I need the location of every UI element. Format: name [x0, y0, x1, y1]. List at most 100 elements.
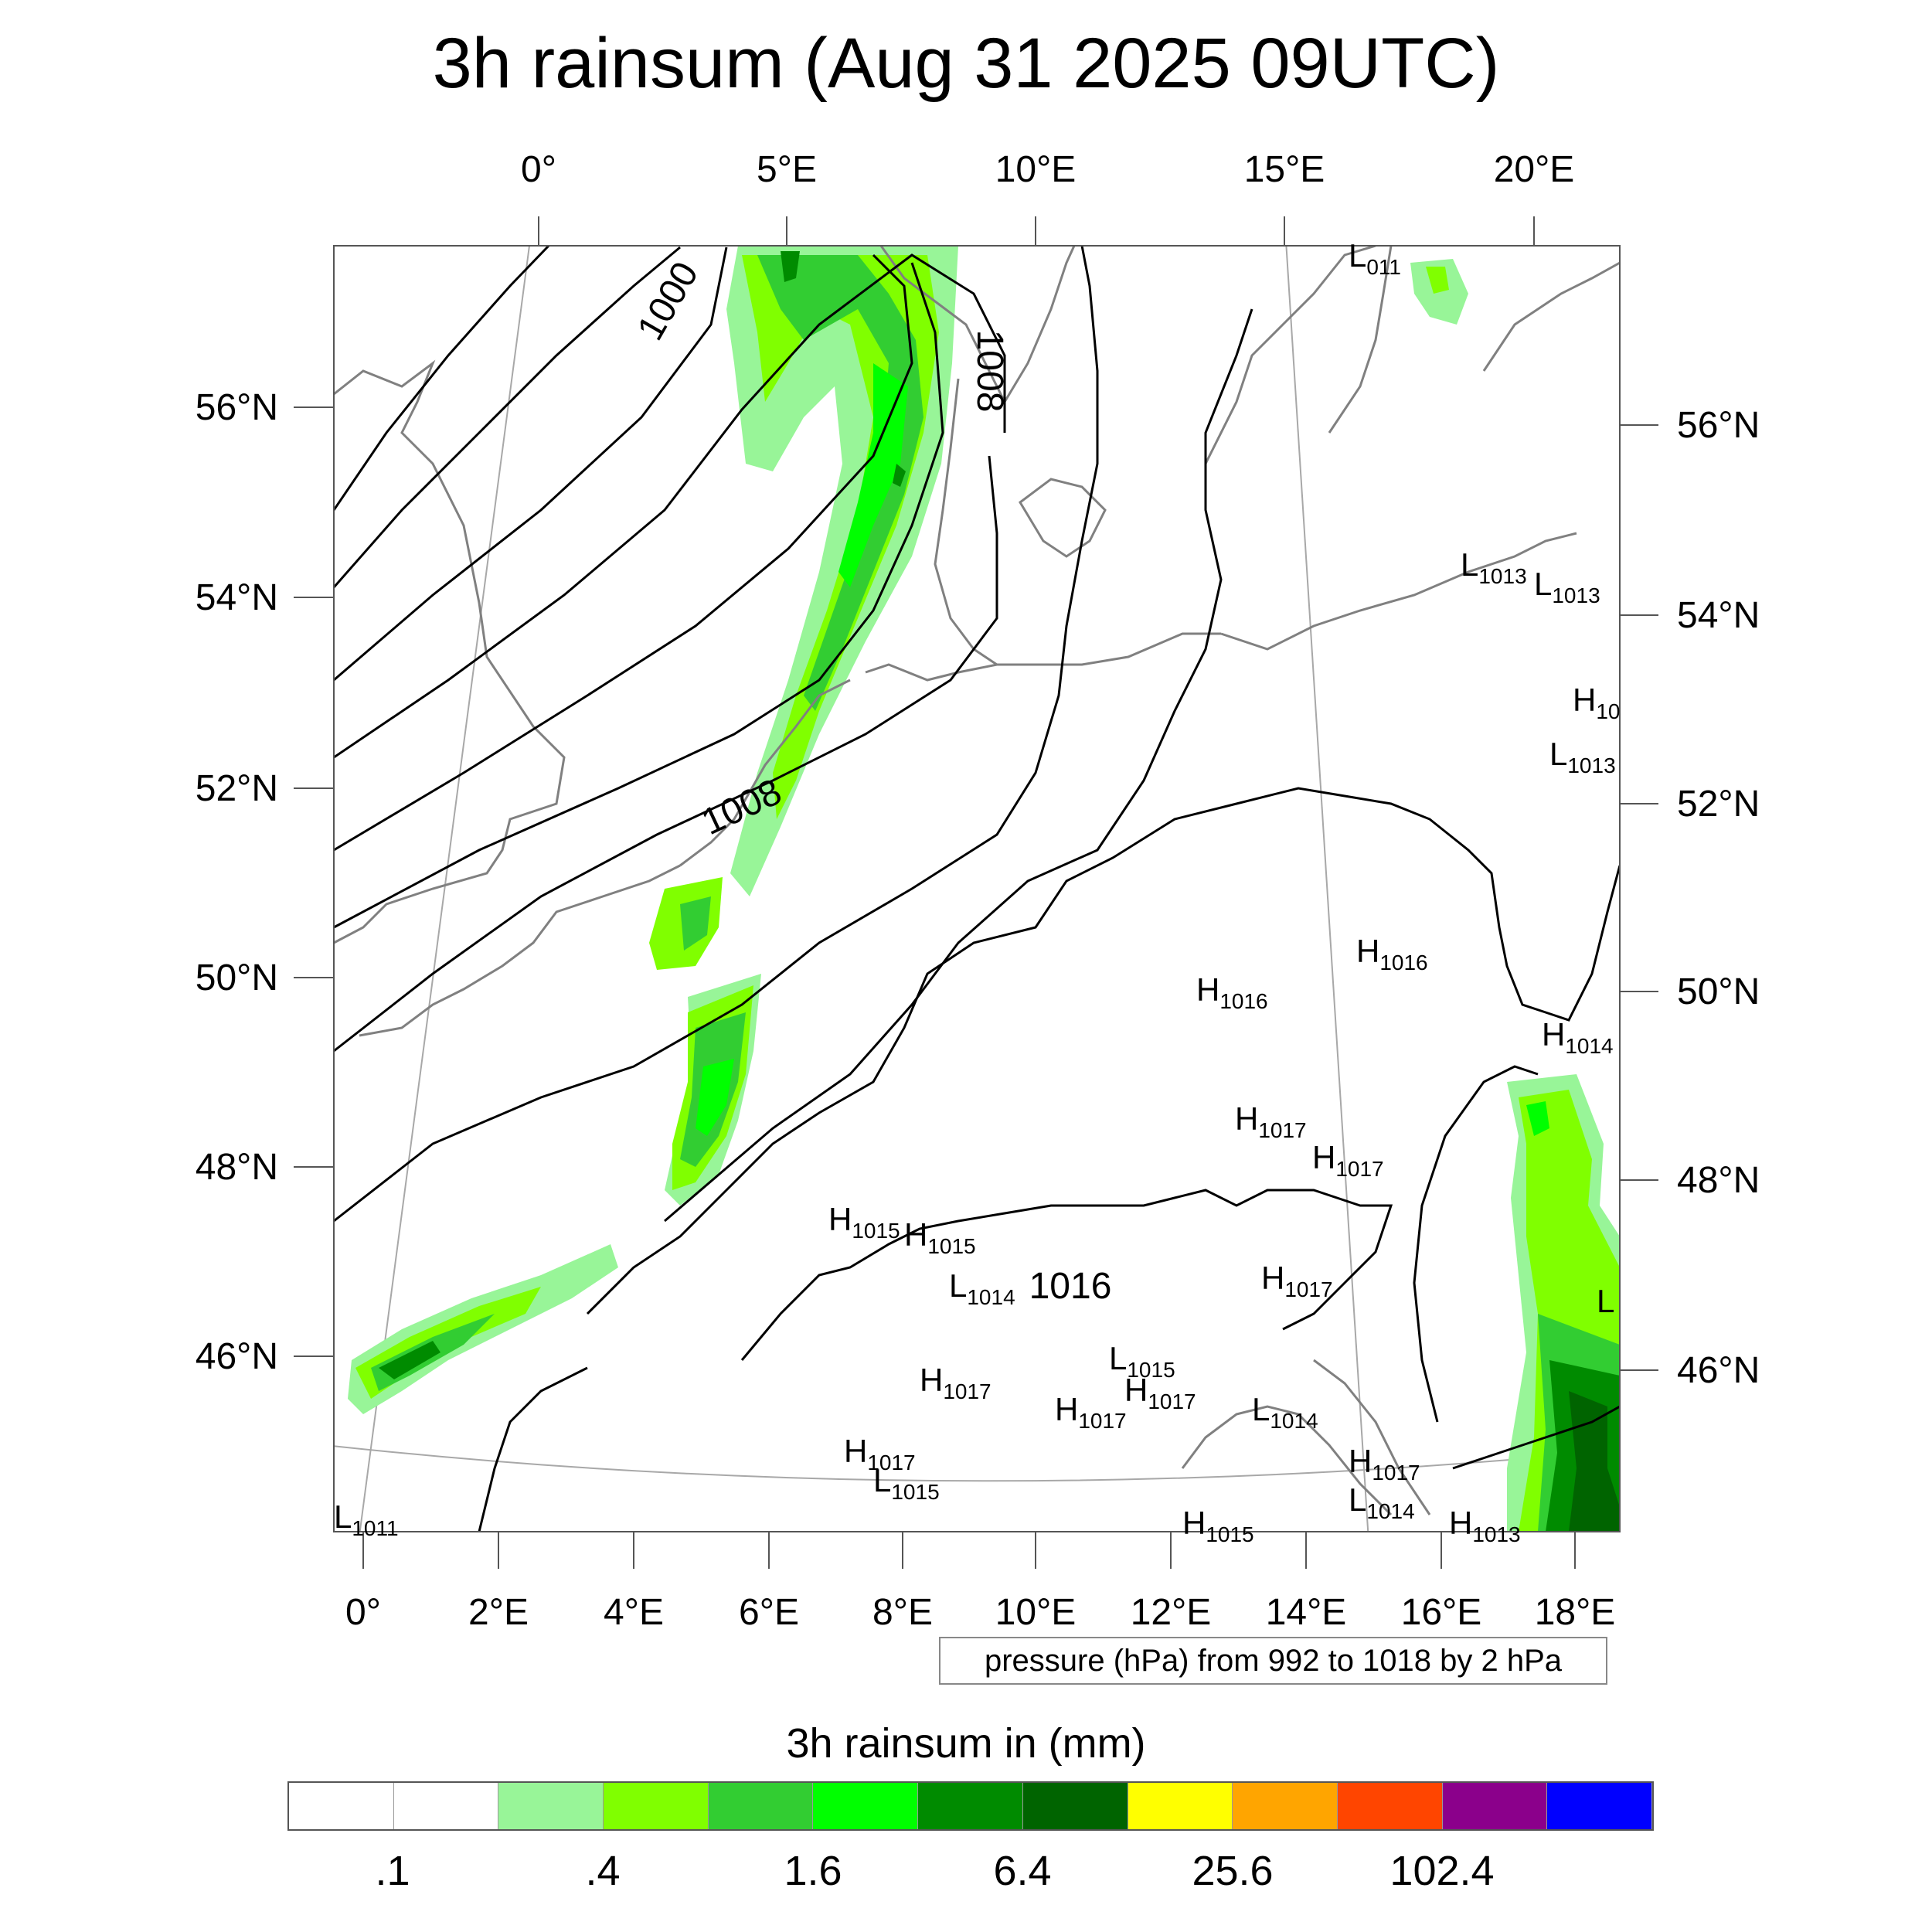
pressure-center-value: 1017: [1148, 1389, 1196, 1413]
isobar-2: [334, 246, 681, 588]
coast-uk: [334, 359, 566, 944]
pressure-center-value: 1016: [1219, 989, 1267, 1013]
contour-label: 1000: [630, 255, 706, 347]
isobar-7: [334, 455, 998, 1053]
pressure-center-letter: L: [1597, 1283, 1614, 1319]
pressure-center-low: L1014: [949, 1267, 1015, 1309]
top-lon-label: 15°E: [1244, 149, 1325, 190]
colorbar-cell: [393, 1783, 499, 1829]
left-latitude-labels: 56°N 54°N 52°N 50°N 48°N 46°N: [196, 387, 278, 1377]
pressure-center-letter: H: [1573, 682, 1596, 718]
pressure-center-value: 1017: [1258, 1118, 1306, 1142]
rain-band-east-bright: [1526, 1101, 1549, 1136]
pressure-center-value: 1017: [1372, 1461, 1420, 1485]
rain-blob-belgium-dark: [680, 896, 711, 951]
pressure-center-value: 1015: [1206, 1522, 1253, 1546]
isobar-10: [586, 787, 1620, 1315]
meridian-15: [1285, 246, 1369, 1532]
pressure-center-high: H1013: [1449, 1505, 1521, 1546]
pressure-center-value: 1014: [1366, 1499, 1414, 1523]
pressure-center-letter: L: [1349, 1481, 1366, 1518]
pressure-center-letter: L: [873, 1462, 891, 1498]
pressure-center-low: L1013: [1549, 736, 1616, 777]
pressure-center-low: L011: [1349, 237, 1401, 279]
isobar-12: [1452, 1405, 1620, 1470]
left-lat-label: 50°N: [196, 957, 278, 998]
coast-netherlands-germany: [865, 632, 1221, 682]
coast-sweden: [1204, 246, 1376, 464]
rain-core-sw: [379, 1341, 440, 1379]
colorbar-label: 102.4: [1389, 1848, 1495, 1894]
pressure-center-value: 1017: [1335, 1157, 1383, 1181]
graticule: [334, 246, 1620, 1532]
right-lat-label: 48°N: [1677, 1160, 1760, 1201]
coastlines: [334, 246, 1620, 1516]
pressure-center-value: 1013: [1472, 1522, 1520, 1546]
pressure-center-letter: H: [1055, 1391, 1078, 1427]
pressure-center-letter: H: [1449, 1505, 1472, 1541]
pressure-center-value: 1017: [1284, 1277, 1332, 1301]
pressure-center-letter: H: [920, 1362, 943, 1398]
pressure-center-value: 1013: [1567, 753, 1615, 777]
pressure-center-high: H1016: [1356, 933, 1428, 975]
pressure-center-high: H1017: [920, 1362, 992, 1403]
pressure-center-value: 1016: [1379, 951, 1427, 975]
isobar-8: [334, 246, 1099, 1223]
isobar-4: [334, 253, 1006, 759]
pressure-center-value: 1013: [1552, 583, 1600, 607]
pressure-center-high: H1017: [1349, 1443, 1420, 1485]
pressure-center-value: 1011: [352, 1516, 398, 1540]
bottom-lon-label: 2°E: [468, 1592, 529, 1633]
plot-frame: [333, 245, 1621, 1532]
coast-adriatic-east: [1313, 1359, 1431, 1515]
pressure-center-value: 1015: [891, 1480, 939, 1504]
pressure-note: pressure (hPa) from 992 to 1018 by 2 hPa: [939, 1637, 1607, 1685]
top-lon-label: 20°E: [1494, 149, 1575, 190]
rain-band-north-bright: [838, 363, 908, 587]
isobars: [334, 246, 1620, 1532]
pressure-center-letter: H: [1196, 971, 1219, 1008]
bottom-lon-label: 10°E: [995, 1592, 1077, 1633]
pressure-center-high: H1015: [828, 1201, 900, 1243]
pressure-center-low: L1015: [873, 1462, 940, 1504]
pressure-center-value: 1015: [927, 1234, 975, 1258]
pressure-center-letter: H: [904, 1216, 927, 1253]
left-lat-label: 48°N: [196, 1147, 278, 1188]
pressure-center-value: 1013: [1478, 564, 1526, 588]
pressure-center-value: 1017: [943, 1379, 991, 1403]
pressure-center-letter: H: [1182, 1505, 1206, 1541]
pressure-center-value: 10: [1596, 699, 1620, 723]
pressure-center-letter: H: [1356, 933, 1379, 969]
colorbar: [287, 1781, 1654, 1831]
colorbar-label: 1.6: [784, 1848, 842, 1894]
pressure-center-high: H1014: [1542, 1016, 1614, 1058]
axis-ticks: [294, 216, 1658, 1569]
pressure-center-letter: H: [1542, 1016, 1565, 1053]
pressure-center-value: 1017: [867, 1451, 915, 1475]
colorbar-cell: [1128, 1783, 1233, 1829]
colorbar-label: 6.4: [993, 1848, 1052, 1894]
pressure-center-letter: L: [1252, 1391, 1270, 1427]
colorbar-cell: [1233, 1783, 1338, 1829]
colorbar-label: .4: [585, 1848, 621, 1894]
right-lat-label: 52°N: [1677, 784, 1760, 825]
pressure-center-low: L1011: [334, 1498, 399, 1540]
pressure-center-letter: L: [1349, 237, 1366, 274]
colorbar-cell: [1337, 1783, 1443, 1829]
pressure-center-letter: L: [1461, 546, 1478, 583]
colorbar-label: 25.6: [1192, 1848, 1274, 1894]
isobar-5: [334, 253, 913, 852]
right-lat-label: 46°N: [1677, 1350, 1760, 1391]
bottom-lon-label: 0°: [345, 1592, 381, 1633]
colorbar-cell: [918, 1783, 1023, 1829]
colorbar-cell: [708, 1783, 814, 1829]
coast-sweden-east: [1328, 246, 1393, 434]
pressure-center-letter: L: [949, 1267, 967, 1304]
pressure-center-high: H1016: [1196, 971, 1268, 1013]
top-lon-label: 10°E: [995, 149, 1077, 190]
colorbar-label: .1: [375, 1848, 410, 1894]
rain-band-lorraine-bright: [696, 1059, 734, 1136]
pressure-center-high: H1017: [1055, 1391, 1127, 1433]
right-lat-label: 54°N: [1677, 595, 1760, 636]
